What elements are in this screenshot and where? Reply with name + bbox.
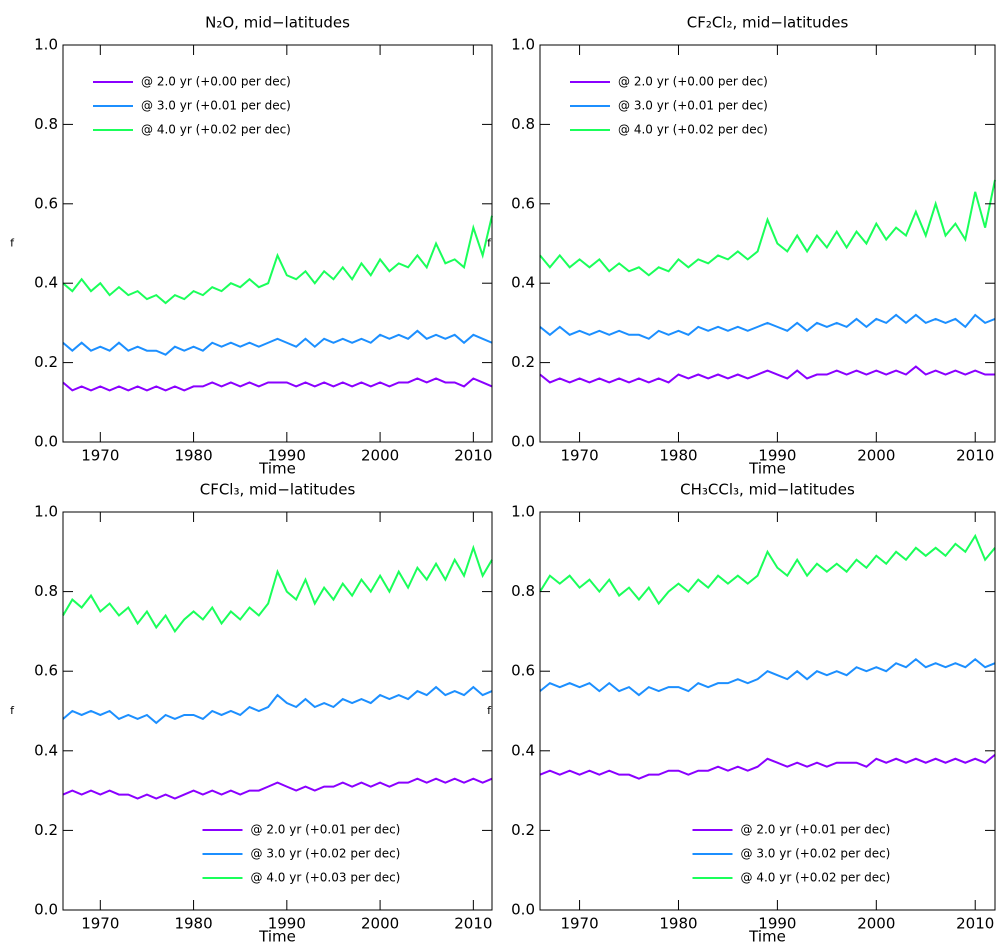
x-tick-label: 1970 xyxy=(81,915,119,933)
y-tick-label: 1.0 xyxy=(34,36,58,54)
y-tick-label: 0.0 xyxy=(511,901,535,919)
x-axis-label: Time xyxy=(258,460,296,478)
y-axis-label: f xyxy=(487,704,492,717)
data-line xyxy=(62,544,493,634)
x-tick-label: 1980 xyxy=(659,915,697,933)
chart-title: N₂O, mid−latitudes xyxy=(205,14,350,32)
data-line xyxy=(62,777,493,800)
y-tick-label: 0.8 xyxy=(34,582,58,600)
legend-label: @ 2.0 yr (+0.00 per dec) xyxy=(141,75,291,89)
data-line xyxy=(539,533,996,606)
y-tick-label: 0.2 xyxy=(34,821,58,839)
y-tick-label: 0.0 xyxy=(511,433,535,451)
chart-title: CF₂Cl₂, mid−latitudes xyxy=(687,14,849,32)
legend-label: @ 3.0 yr (+0.02 per dec) xyxy=(251,847,401,861)
data-line xyxy=(62,685,493,725)
legend-label: @ 4.0 yr (+0.03 per dec) xyxy=(251,871,401,885)
legend-label: @ 4.0 yr (+0.02 per dec) xyxy=(141,123,291,137)
x-tick-label: 2010 xyxy=(454,915,492,933)
x-tick-label: 2010 xyxy=(956,915,994,933)
y-tick-label: 0.4 xyxy=(34,274,58,292)
x-tick-label: 2010 xyxy=(956,447,994,465)
x-tick-label: 1990 xyxy=(268,915,306,933)
y-tick-label: 0.0 xyxy=(34,433,58,451)
x-tick-label: 1970 xyxy=(560,915,598,933)
y-tick-label: 0.2 xyxy=(511,353,535,371)
x-tick-label: 1970 xyxy=(560,447,598,465)
legend-label: @ 3.0 yr (+0.01 per dec) xyxy=(141,99,291,113)
y-tick-label: 0.2 xyxy=(511,821,535,839)
x-tick-label: 2000 xyxy=(361,447,399,465)
y-tick-label: 0.4 xyxy=(511,741,535,759)
y-tick-label: 0.6 xyxy=(34,194,58,212)
y-axis-label: f xyxy=(487,237,492,250)
data-line xyxy=(62,215,493,305)
y-tick-label: 0.8 xyxy=(34,115,58,133)
y-tick-label: 0.6 xyxy=(34,662,58,680)
y-tick-label: 0.8 xyxy=(511,582,535,600)
y-tick-label: 0.0 xyxy=(34,901,58,919)
data-line xyxy=(62,377,493,392)
x-tick-label: 2000 xyxy=(361,915,399,933)
x-tick-label: 1990 xyxy=(758,915,796,933)
x-tick-label: 1990 xyxy=(268,447,306,465)
y-tick-label: 0.6 xyxy=(511,662,535,680)
legend-label: @ 2.0 yr (+0.01 per dec) xyxy=(251,823,401,837)
data-line xyxy=(539,179,996,277)
x-tick-label: 1970 xyxy=(81,447,119,465)
x-tick-label: 1980 xyxy=(659,447,697,465)
y-tick-label: 1.0 xyxy=(34,503,58,521)
plot-frame xyxy=(539,44,996,443)
x-tick-label: 2000 xyxy=(857,447,895,465)
plot-frame xyxy=(539,511,996,911)
y-axis-label: f xyxy=(10,704,15,717)
legend-label: @ 2.0 yr (+0.00 per dec) xyxy=(618,75,768,89)
data-line xyxy=(62,329,493,356)
legend-label: @ 4.0 yr (+0.02 per dec) xyxy=(741,871,891,885)
y-tick-label: 0.4 xyxy=(34,741,58,759)
y-tick-label: 0.4 xyxy=(511,274,535,292)
x-tick-label: 1990 xyxy=(758,447,796,465)
data-line xyxy=(539,657,996,697)
y-tick-label: 0.6 xyxy=(511,194,535,212)
data-line xyxy=(539,365,995,384)
x-axis-label: Time xyxy=(258,928,296,945)
x-axis-label: Time xyxy=(748,928,786,945)
plot-frame xyxy=(62,511,493,911)
data-line xyxy=(539,754,996,780)
x-tick-label: 1980 xyxy=(174,447,212,465)
legend-label: @ 2.0 yr (+0.01 per dec) xyxy=(741,823,891,837)
y-tick-label: 1.0 xyxy=(511,503,535,521)
x-axis-label: Time xyxy=(748,460,786,478)
chart-title: CH₃CCl₃, mid−latitudes xyxy=(680,481,855,499)
legend-label: @ 3.0 yr (+0.02 per dec) xyxy=(741,847,891,861)
x-tick-label: 2000 xyxy=(857,915,895,933)
chart-title: CFCl₃, mid−latitudes xyxy=(200,481,356,499)
y-axis-label: f xyxy=(10,237,15,250)
y-tick-label: 1.0 xyxy=(511,36,535,54)
y-tick-label: 0.8 xyxy=(511,115,535,133)
x-tick-label: 1980 xyxy=(174,915,212,933)
legend-label: @ 3.0 yr (+0.01 per dec) xyxy=(618,99,768,113)
x-tick-label: 2010 xyxy=(454,447,492,465)
legend-label: @ 4.0 yr (+0.02 per dec) xyxy=(618,123,768,137)
data-line xyxy=(539,313,996,340)
plot-frame xyxy=(62,44,493,443)
y-tick-label: 0.2 xyxy=(34,353,58,371)
